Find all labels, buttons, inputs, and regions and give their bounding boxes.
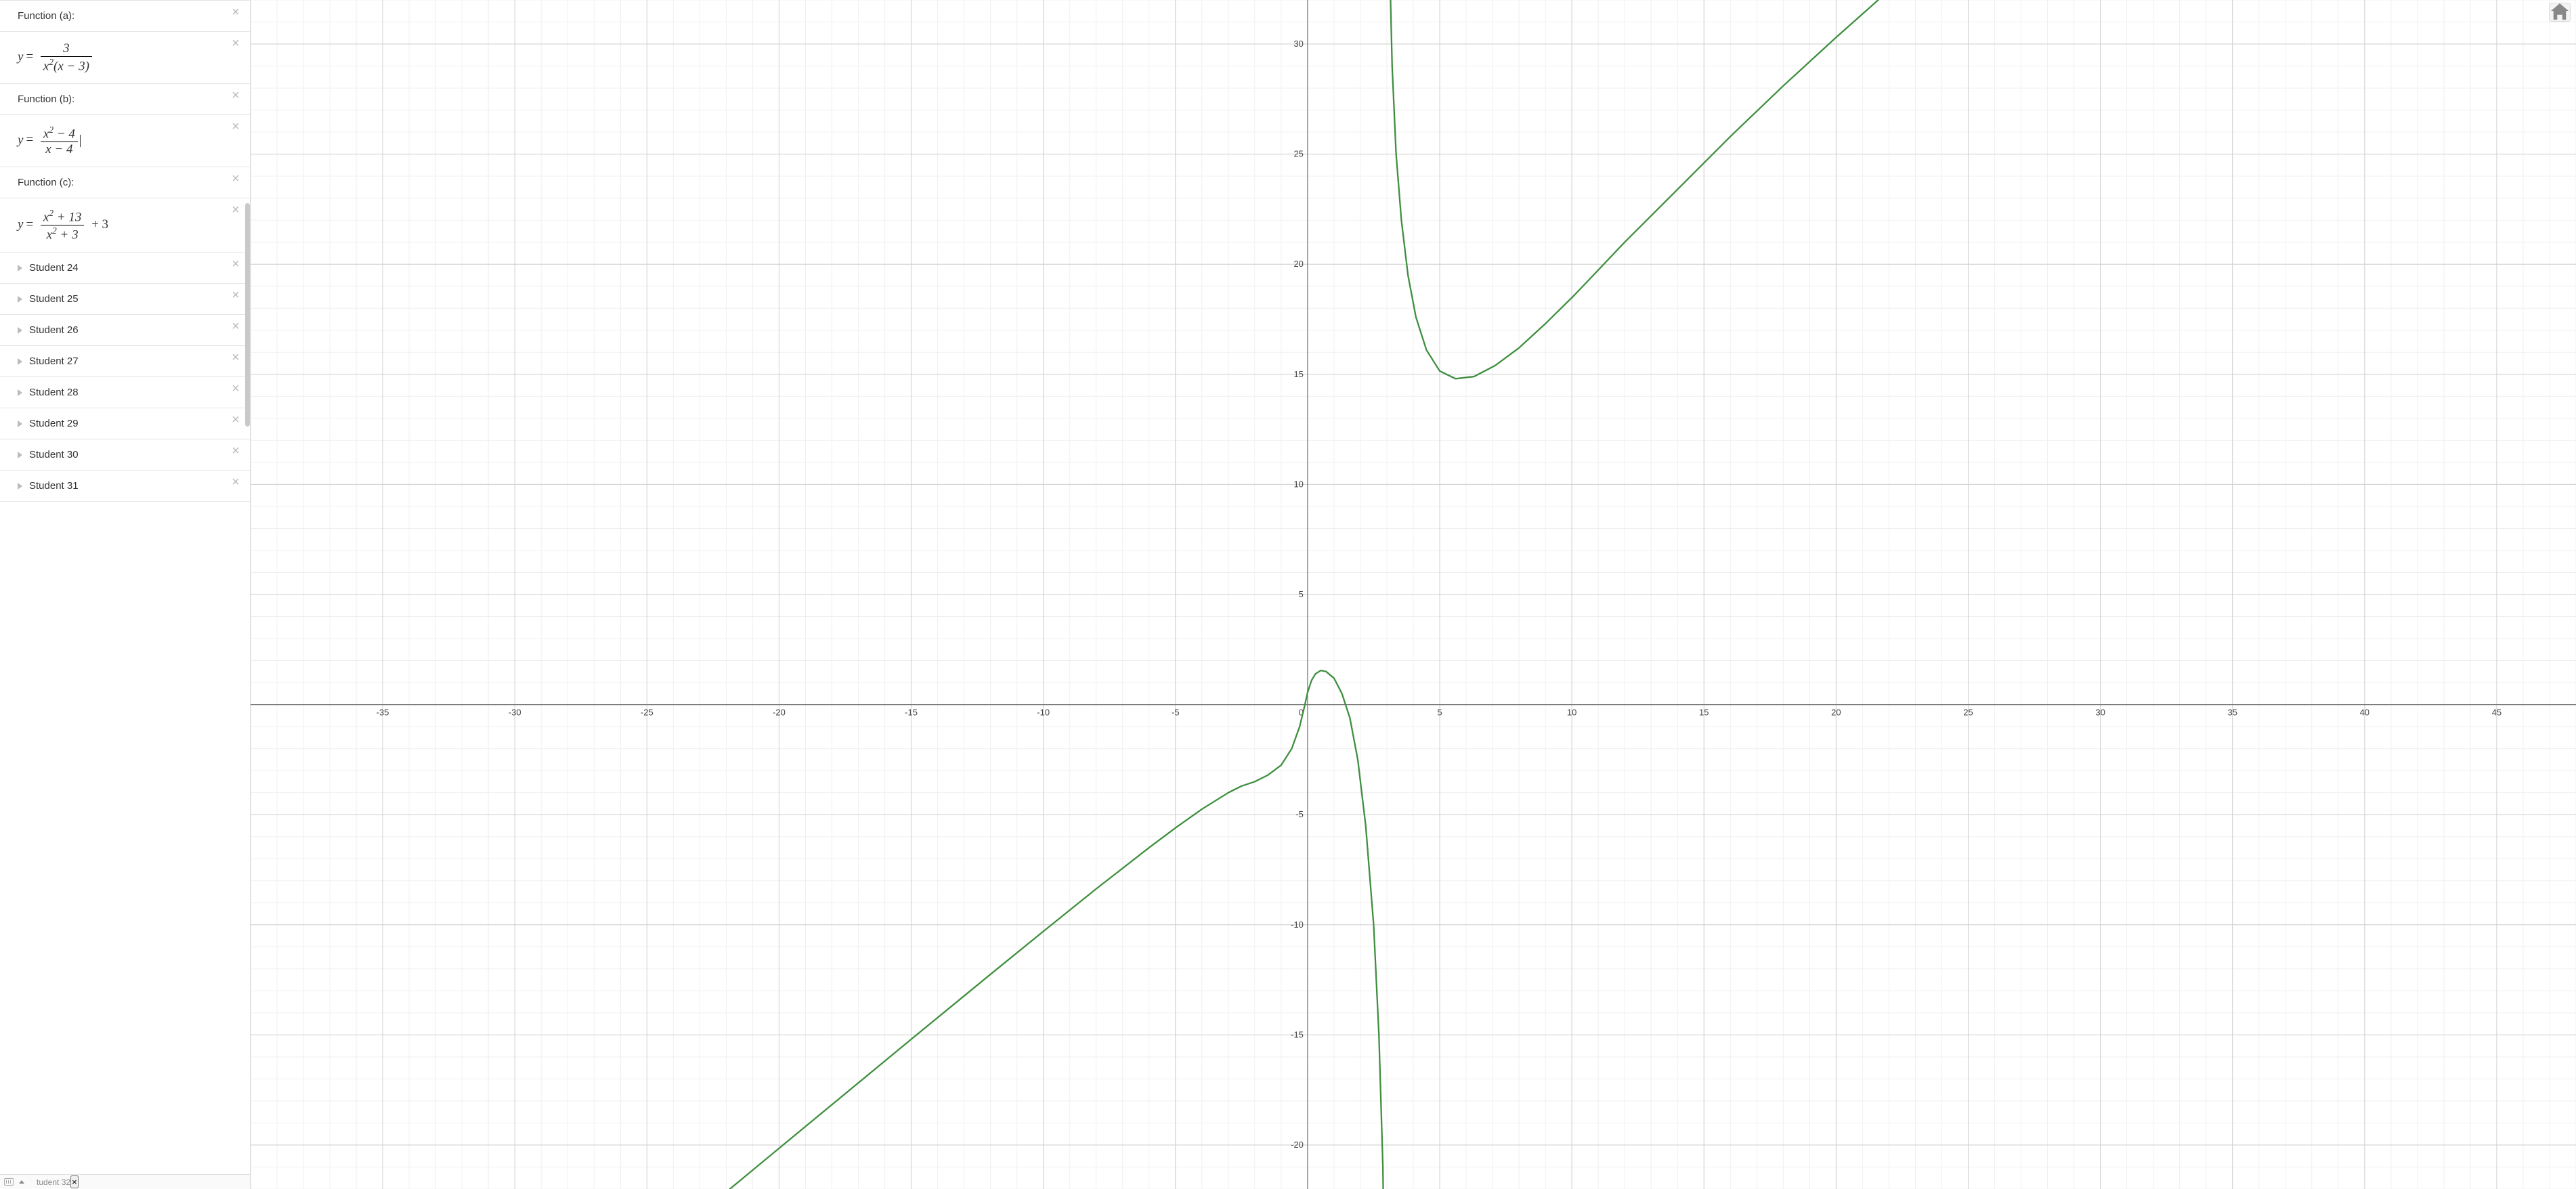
chevron-right-icon bbox=[18, 327, 22, 334]
svg-text:30: 30 bbox=[2095, 708, 2105, 718]
delete-row-button[interactable]: × bbox=[228, 36, 243, 51]
delete-row-button[interactable]: × bbox=[228, 202, 243, 217]
graph-canvas[interactable]: -35 -30 -25 -20 -15 -10 -5 5 10 15 20 25 30 35 40 45 -20… bbox=[251, 0, 2576, 1189]
delete-row-button[interactable]: × bbox=[228, 171, 243, 186]
svg-text:20: 20 bbox=[1831, 708, 1841, 718]
note-row-c[interactable]: Function (c): × bbox=[0, 167, 250, 198]
svg-text:-15: -15 bbox=[905, 708, 918, 718]
svg-text:5: 5 bbox=[1437, 708, 1442, 718]
delete-row-button[interactable]: × bbox=[228, 350, 243, 365]
delete-row-button[interactable]: × bbox=[228, 257, 243, 272]
note-label: Function (c): bbox=[18, 177, 238, 188]
svg-text:25: 25 bbox=[1963, 708, 1973, 718]
delete-row-button[interactable]: × bbox=[228, 5, 243, 20]
svg-text:-20: -20 bbox=[1291, 1140, 1304, 1150]
svg-text:-10: -10 bbox=[1037, 708, 1050, 718]
home-button[interactable] bbox=[2549, 3, 2571, 22]
delete-row-button[interactable]: × bbox=[228, 288, 243, 303]
folder-label: Student 28 bbox=[29, 387, 238, 398]
chevron-right-icon bbox=[18, 483, 22, 490]
chevron-up-icon bbox=[19, 1180, 24, 1184]
keyboard-icon bbox=[4, 1178, 14, 1186]
svg-text:5: 5 bbox=[1299, 589, 1304, 599]
svg-text:15: 15 bbox=[1699, 708, 1709, 718]
folder-row[interactable]: Student 28× bbox=[0, 377, 250, 408]
folder-label: Student 26 bbox=[29, 324, 238, 336]
svg-text:30: 30 bbox=[1293, 39, 1303, 49]
note-label: Function (a): bbox=[18, 10, 238, 22]
folder-row[interactable]: Student 27× bbox=[0, 346, 250, 377]
delete-row-button[interactable]: × bbox=[228, 412, 243, 427]
folder-label: Student 30 bbox=[29, 449, 238, 460]
graph-area[interactable]: -35 -30 -25 -20 -15 -10 -5 5 10 15 20 25 30 35 40 45 -20… bbox=[251, 0, 2576, 1189]
chevron-right-icon bbox=[18, 452, 22, 458]
svg-text:15: 15 bbox=[1293, 369, 1303, 379]
delete-row-button[interactable]: × bbox=[228, 319, 243, 334]
folder-label: Student 31 bbox=[29, 480, 238, 492]
svg-text:40: 40 bbox=[2360, 708, 2369, 718]
expression-a: y= 3 x2(x − 3) bbox=[18, 41, 238, 74]
folder-row[interactable]: Student 26× bbox=[0, 315, 250, 346]
expression-row-b[interactable]: y= x2 − 4 x − 4 × bbox=[0, 115, 250, 167]
svg-text:-5: -5 bbox=[1172, 708, 1180, 718]
svg-text:25: 25 bbox=[1293, 149, 1303, 159]
svg-text:-25: -25 bbox=[641, 708, 653, 718]
sidebar-scrollbar-thumb[interactable] bbox=[245, 203, 250, 427]
folder-label: Student 29 bbox=[29, 418, 238, 429]
svg-text:45: 45 bbox=[2492, 708, 2502, 718]
svg-text:-20: -20 bbox=[773, 708, 786, 718]
home-icon bbox=[2550, 3, 2570, 21]
note-label: Function (b): bbox=[18, 93, 238, 105]
expression-row-c[interactable]: y= x2 + 13 x2 + 3 + 3 × bbox=[0, 198, 250, 253]
note-row-b[interactable]: Function (b): × bbox=[0, 84, 250, 115]
delete-row-button[interactable]: × bbox=[228, 444, 243, 458]
text-cursor bbox=[80, 135, 81, 147]
keyboard-toggle[interactable]: tudent 32 × bbox=[0, 1174, 250, 1189]
svg-text:-35: -35 bbox=[377, 708, 389, 718]
folder-row[interactable]: Student 30× bbox=[0, 439, 250, 471]
folder-row[interactable]: Student 25× bbox=[0, 284, 250, 315]
svg-text:10: 10 bbox=[1293, 479, 1303, 489]
expression-sidebar: Function (a): × y= 3 x2(x − 3) × Functio… bbox=[0, 0, 251, 1189]
chevron-right-icon bbox=[18, 389, 22, 396]
delete-row-button[interactable]: × bbox=[228, 381, 243, 396]
folder-label: Student 24 bbox=[29, 262, 238, 274]
folder-label: Student 25 bbox=[29, 293, 238, 305]
delete-row-button[interactable]: × bbox=[70, 1175, 79, 1188]
note-row-a[interactable]: Function (a): × bbox=[0, 0, 250, 32]
delete-row-button[interactable]: × bbox=[228, 88, 243, 103]
svg-text:-30: -30 bbox=[509, 708, 521, 718]
folder-row[interactable]: Student 31× bbox=[0, 471, 250, 502]
chevron-right-icon bbox=[18, 265, 22, 272]
delete-row-button[interactable]: × bbox=[228, 475, 243, 490]
folder-row[interactable]: Student 29× bbox=[0, 408, 250, 439]
svg-text:-5: -5 bbox=[1295, 809, 1304, 819]
folder-row[interactable]: Student 24× bbox=[0, 253, 250, 284]
svg-text:35: 35 bbox=[2227, 708, 2237, 718]
expression-row-a[interactable]: y= 3 x2(x − 3) × bbox=[0, 32, 250, 84]
sidebar-scroll[interactable]: Function (a): × y= 3 x2(x − 3) × Functio… bbox=[0, 0, 250, 1174]
expression-c: y= x2 + 13 x2 + 3 + 3 bbox=[18, 208, 238, 242]
expression-b: y= x2 − 4 x − 4 bbox=[18, 125, 238, 157]
cutoff-folder-label: tudent 32 bbox=[37, 1177, 70, 1187]
delete-row-button[interactable]: × bbox=[228, 119, 243, 134]
chevron-right-icon bbox=[18, 420, 22, 427]
chevron-right-icon bbox=[18, 358, 22, 365]
svg-text:10: 10 bbox=[1567, 708, 1576, 718]
svg-text:-15: -15 bbox=[1291, 1029, 1304, 1039]
folder-label: Student 27 bbox=[29, 355, 238, 367]
svg-text:-10: -10 bbox=[1291, 920, 1304, 930]
svg-text:20: 20 bbox=[1293, 259, 1303, 269]
chevron-right-icon bbox=[18, 296, 22, 303]
